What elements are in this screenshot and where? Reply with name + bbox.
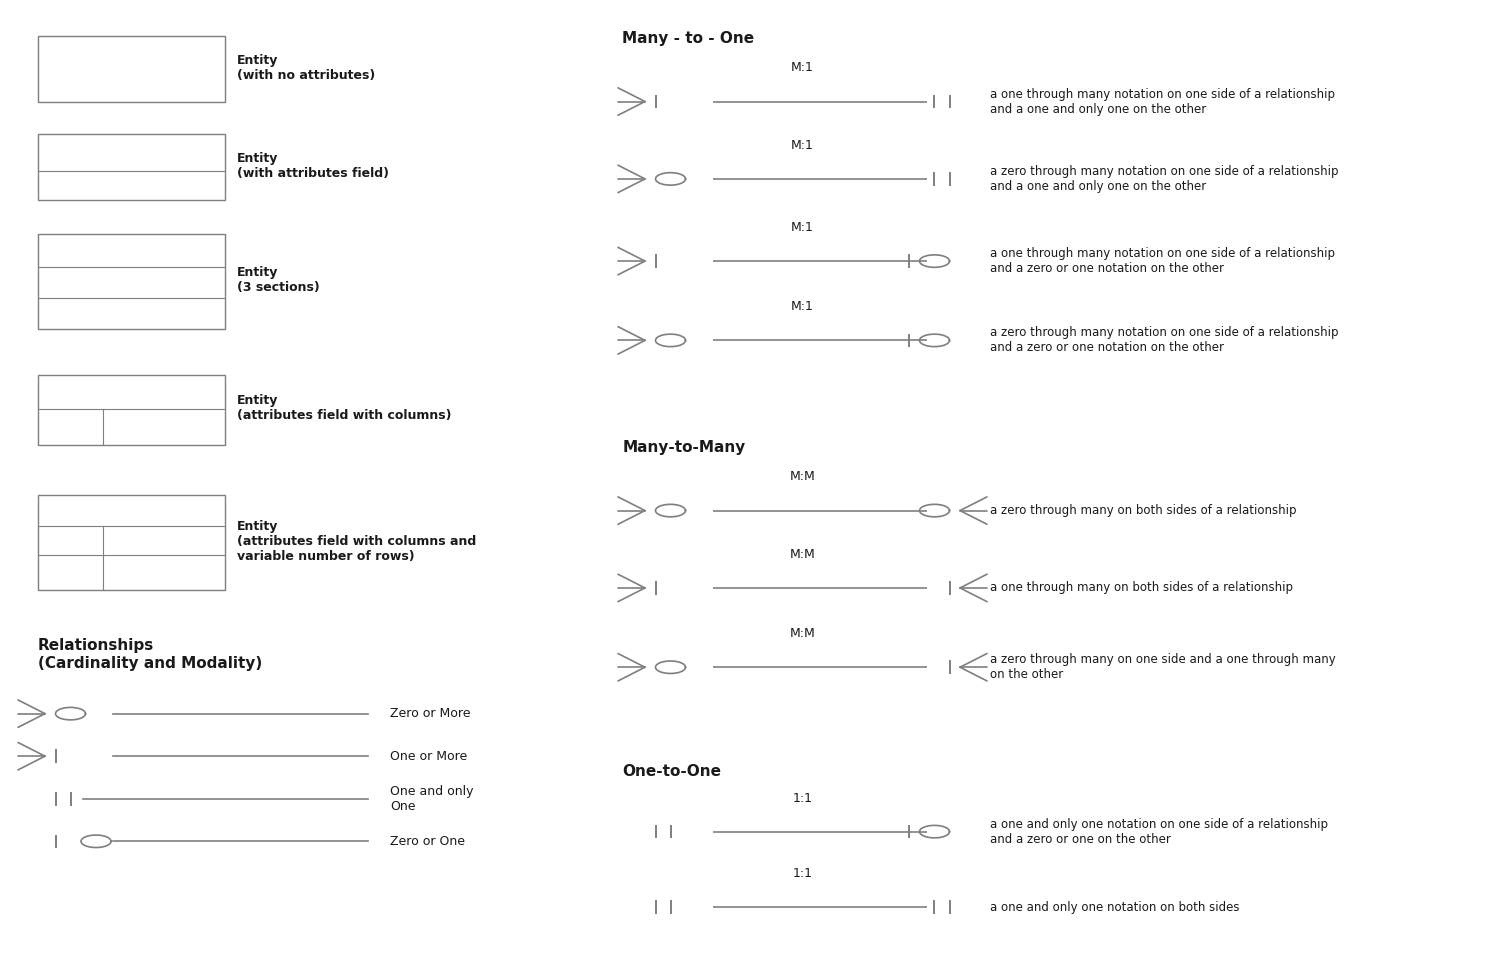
Text: Many-to-Many: Many-to-Many [622,440,746,455]
Text: Entity
(attributes field with columns): Entity (attributes field with columns) [237,395,452,422]
Bar [38,134,225,200]
Text: a zero through many notation on one side of a relationship
and a zero or one not: a zero through many notation on one side… [990,327,1338,354]
Text: a one through many notation on one side of a relationship
and a one and only one: a one through many notation on one side … [990,88,1335,115]
Text: M:M: M:M [789,628,816,640]
Text: Zero or One: Zero or One [390,835,465,848]
Text: Entity
(attributes field with columns and
variable number of rows): Entity (attributes field with columns an… [237,520,477,563]
Text: Many - to - One: Many - to - One [622,31,754,46]
Text: M:1: M:1 [790,221,814,234]
Text: M:1: M:1 [790,62,814,74]
Text: a zero through many notation on one side of a relationship
and a one and only on: a zero through many notation on one side… [990,165,1338,192]
Text: M:M: M:M [789,471,816,484]
Text: M:M: M:M [789,548,816,561]
Text: a one and only one notation on both sides: a one and only one notation on both side… [990,900,1239,914]
Text: M:1: M:1 [790,139,814,152]
Text: One and only
One: One and only One [390,785,474,812]
Text: a zero through many on both sides of a relationship: a zero through many on both sides of a r… [990,504,1296,517]
Text: Entity
(3 sections): Entity (3 sections) [237,267,320,294]
Text: M:1: M:1 [790,301,814,313]
Text: a one through many on both sides of a relationship: a one through many on both sides of a re… [990,581,1293,595]
Text: Zero or More: Zero or More [390,707,471,720]
Text: Entity
(with attributes field): Entity (with attributes field) [237,153,388,180]
Bar [38,375,225,445]
Text: a one and only one notation on one side of a relationship
and a zero or one on t: a one and only one notation on one side … [990,818,1328,845]
Text: a one through many notation on one side of a relationship
and a zero or one nota: a one through many notation on one side … [990,248,1335,275]
Bar [38,36,225,102]
Text: One or More: One or More [390,749,468,763]
Text: 1:1: 1:1 [792,867,813,880]
Bar [38,495,225,590]
Text: One-to-One: One-to-One [622,764,722,779]
Text: Entity
(with no attributes): Entity (with no attributes) [237,54,375,81]
Text: 1:1: 1:1 [792,792,813,805]
Bar [38,234,225,329]
Text: Relationships
(Cardinality and Modality): Relationships (Cardinality and Modality) [38,638,261,671]
Text: a zero through many on one side and a one through many
on the other: a zero through many on one side and a on… [990,654,1335,681]
